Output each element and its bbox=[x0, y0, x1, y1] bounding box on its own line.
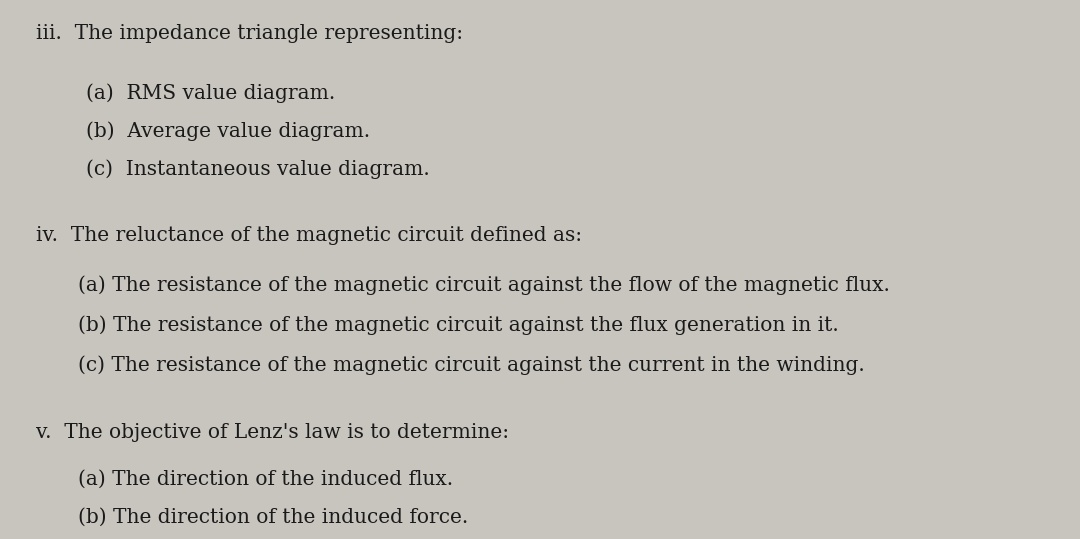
Text: v.  The objective of Lenz's law is to determine:: v. The objective of Lenz's law is to det… bbox=[36, 423, 509, 442]
Text: (b)  Average value diagram.: (b) Average value diagram. bbox=[86, 121, 370, 141]
Text: (b) The direction of the induced force.: (b) The direction of the induced force. bbox=[78, 508, 468, 527]
Text: (a)  RMS value diagram.: (a) RMS value diagram. bbox=[86, 84, 336, 103]
Text: (c)  Instantaneous value diagram.: (c) Instantaneous value diagram. bbox=[86, 159, 430, 178]
Text: (a) The direction of the induced flux.: (a) The direction of the induced flux. bbox=[78, 470, 453, 489]
Text: iii.  The impedance triangle representing:: iii. The impedance triangle representing… bbox=[36, 24, 462, 43]
Text: iv.  The reluctance of the magnetic circuit defined as:: iv. The reluctance of the magnetic circu… bbox=[36, 226, 582, 245]
Text: (b) The resistance of the magnetic circuit against the flux generation in it.: (b) The resistance of the magnetic circu… bbox=[78, 315, 838, 335]
Text: (a) The resistance of the magnetic circuit against the flow of the magnetic flux: (a) The resistance of the magnetic circu… bbox=[78, 275, 890, 294]
Text: (c) The resistance of the magnetic circuit against the current in the winding.: (c) The resistance of the magnetic circu… bbox=[78, 356, 864, 375]
